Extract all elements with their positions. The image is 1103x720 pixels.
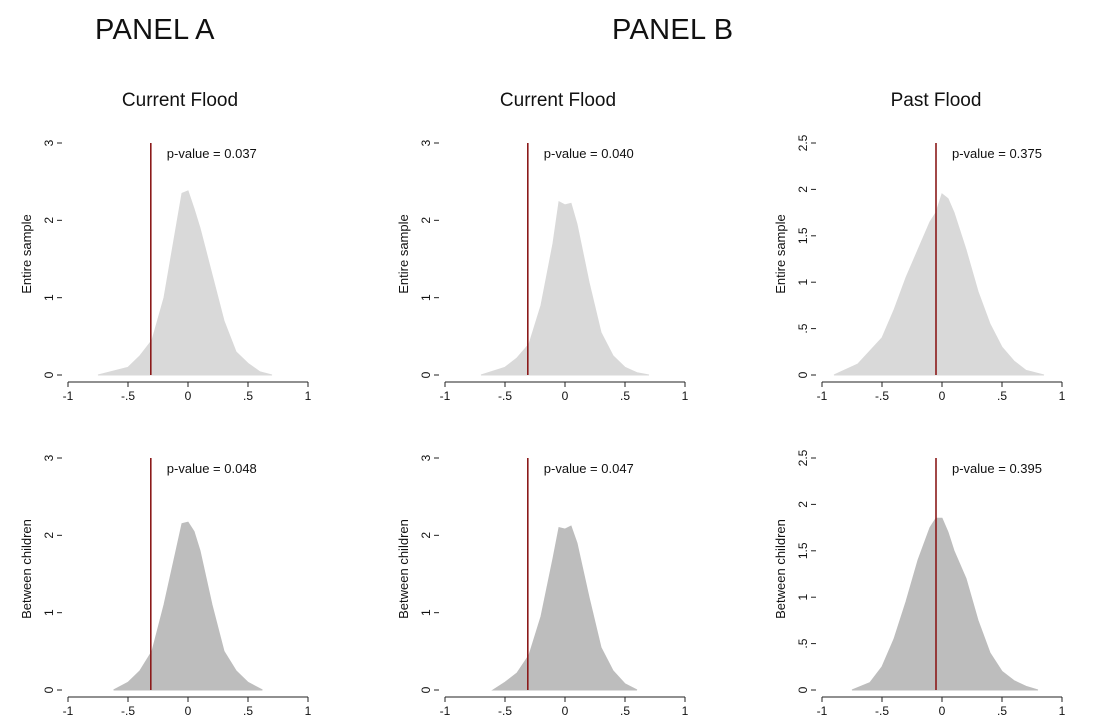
y-tick-label-2: 1 <box>419 294 433 301</box>
x-tick-label-3: 0 <box>939 389 946 403</box>
x-tick-label-5: -.5 <box>498 704 512 718</box>
y-tick-label-4: 0 <box>42 686 56 693</box>
density-area-4 <box>113 521 263 691</box>
x-tick-label-3: -.5 <box>875 389 889 403</box>
x-tick-label-3: 1 <box>1059 389 1066 403</box>
y-tick-label-3: .5 <box>796 323 810 333</box>
y-axis-title-3: Entire sample <box>773 214 788 293</box>
y-axis-title-6: Between children <box>773 519 788 619</box>
density-area-6 <box>851 517 1039 691</box>
x-tick-label-6: 1 <box>1059 704 1066 718</box>
y-tick-label-3: 0 <box>796 371 810 378</box>
column-title-2: Current Flood <box>499 90 617 111</box>
x-tick-label-4: 1 <box>305 704 312 718</box>
y-tick-label-1: 1 <box>42 294 56 301</box>
column-title-1: Current Flood <box>121 90 239 111</box>
y-tick-label-6: 2 <box>796 501 810 508</box>
y-tick-label-2: 0 <box>419 371 433 378</box>
y-tick-label-3: 2 <box>796 186 810 193</box>
p-value-annotation-6: p-value = 0.395 <box>952 461 1042 476</box>
x-tick-label-2: 1 <box>682 389 689 403</box>
x-tick-label-1: -1 <box>63 389 74 403</box>
x-tick-label-2: -1 <box>440 389 451 403</box>
y-tick-label-5: 2 <box>419 532 433 539</box>
x-tick-label-3: -1 <box>817 389 828 403</box>
y-axis-title-5: Between children <box>396 519 411 619</box>
x-tick-label-4: -1 <box>63 704 74 718</box>
y-tick-label-4: 2 <box>42 532 56 539</box>
y-tick-label-6: 1 <box>796 594 810 601</box>
p-value-annotation-4: p-value = 0.048 <box>167 461 257 476</box>
y-tick-label-6: 0 <box>796 686 810 693</box>
x-tick-label-5: 1 <box>682 704 689 718</box>
density-area-3 <box>833 193 1045 376</box>
y-tick-label-4: 3 <box>42 454 56 461</box>
y-axis-title-4: Between children <box>19 519 34 619</box>
x-tick-label-1: -.5 <box>121 389 135 403</box>
x-tick-label-1: 1 <box>305 389 312 403</box>
y-tick-label-6: 2.5 <box>796 449 810 466</box>
y-tick-label-4: 1 <box>42 609 56 616</box>
y-tick-label-3: 1 <box>796 279 810 286</box>
density-area-1 <box>97 190 273 376</box>
x-tick-label-5: 0 <box>562 704 569 718</box>
y-tick-label-3: 2.5 <box>796 134 810 151</box>
x-tick-label-2: .5 <box>620 389 630 403</box>
x-tick-label-5: -1 <box>440 704 451 718</box>
p-value-annotation-1: p-value = 0.037 <box>167 146 257 161</box>
x-tick-label-4: 0 <box>185 704 192 718</box>
panel-a-label: PANEL A <box>95 14 215 46</box>
y-tick-label-1: 3 <box>42 139 56 146</box>
p-value-annotation-2: p-value = 0.040 <box>544 146 634 161</box>
y-tick-label-2: 3 <box>419 139 433 146</box>
column-title-3: Past Flood <box>890 90 982 111</box>
y-tick-label-5: 0 <box>419 686 433 693</box>
x-tick-label-4: .5 <box>243 704 253 718</box>
x-tick-label-1: 0 <box>185 389 192 403</box>
y-axis-title-2: Entire sample <box>396 214 411 293</box>
p-value-annotation-3: p-value = 0.375 <box>952 146 1042 161</box>
y-tick-label-2: 2 <box>419 217 433 224</box>
x-tick-label-2: -.5 <box>498 389 512 403</box>
y-tick-label-5: 1 <box>419 609 433 616</box>
y-tick-label-3: 1.5 <box>796 227 810 244</box>
x-tick-label-3: .5 <box>997 389 1007 403</box>
panel-b-label: PANEL B <box>612 14 734 46</box>
y-tick-label-6: 1.5 <box>796 542 810 559</box>
x-tick-label-6: 0 <box>939 704 946 718</box>
y-axis-title-1: Entire sample <box>19 214 34 293</box>
x-tick-label-4: -.5 <box>121 704 135 718</box>
x-tick-label-2: 0 <box>562 389 569 403</box>
x-tick-label-6: -1 <box>817 704 828 718</box>
y-tick-label-5: 3 <box>419 454 433 461</box>
y-tick-label-6: .5 <box>796 638 810 648</box>
x-tick-label-6: .5 <box>997 704 1007 718</box>
density-area-2 <box>480 201 650 376</box>
x-tick-label-6: -.5 <box>875 704 889 718</box>
x-tick-label-5: .5 <box>620 704 630 718</box>
y-tick-label-1: 0 <box>42 371 56 378</box>
p-value-annotation-5: p-value = 0.047 <box>544 461 634 476</box>
x-tick-label-1: .5 <box>243 389 253 403</box>
y-tick-label-1: 2 <box>42 217 56 224</box>
density-area-5 <box>491 525 638 691</box>
